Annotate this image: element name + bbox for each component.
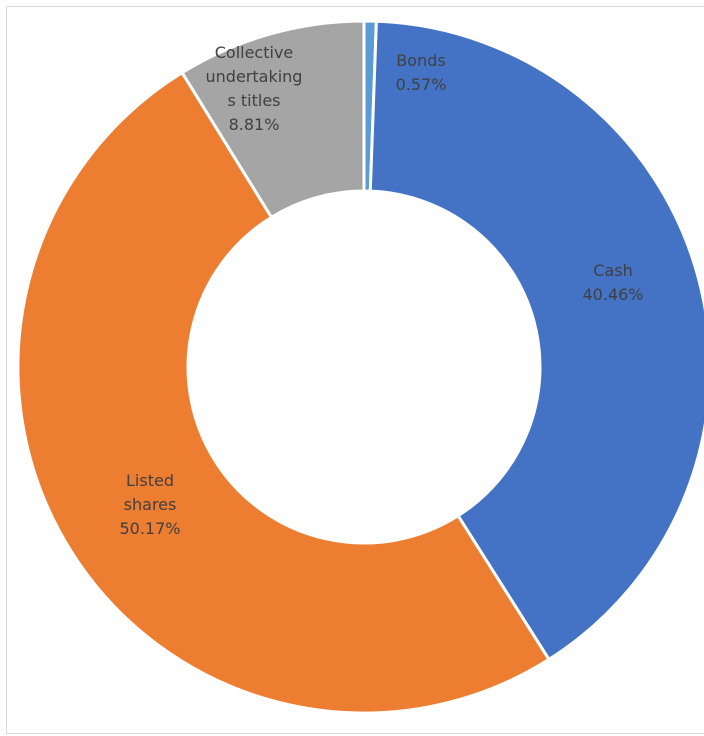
slice-cash — [368, 19, 704, 662]
slice-collective — [180, 19, 366, 220]
data-label-line: undertaking — [206, 67, 303, 86]
data-label-listed: Listed shares 50.17% — [119, 471, 180, 538]
data-label-bonds: Bonds 0.57% — [396, 51, 447, 94]
data-label-collective: Collective undertaking s titles 8.81% — [206, 43, 303, 134]
data-label-line: 8.81% — [229, 115, 280, 134]
slices-group — [16, 19, 704, 715]
labels-group: Bonds 0.57% Cash 40.46% Listed shares 50.17% Co… — [119, 43, 643, 538]
data-label-line: s titles — [227, 91, 280, 110]
data-label-line: Collective — [215, 43, 294, 62]
slice-listed — [16, 70, 551, 715]
data-label-line: shares — [124, 495, 177, 514]
data-label-line: 50.17% — [119, 519, 180, 538]
data-label-line: Listed — [126, 471, 174, 490]
data-label-line: Cash — [593, 261, 632, 280]
data-label-line: Bonds — [396, 51, 445, 70]
data-label-cash: Cash 40.46% — [582, 261, 643, 304]
data-label-line: 40.46% — [582, 285, 643, 304]
data-label-line: 0.57% — [396, 75, 447, 94]
